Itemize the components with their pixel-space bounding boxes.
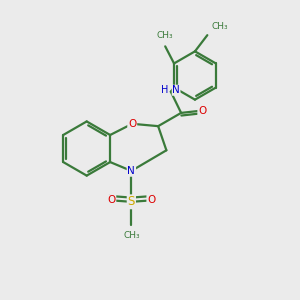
Text: H: H [160,85,168,95]
Text: O: O [147,195,155,205]
Text: O: O [128,119,136,129]
Text: CH₃: CH₃ [123,231,140,240]
Text: O: O [107,195,116,205]
Text: CH₃: CH₃ [157,31,173,40]
Text: N: N [128,166,135,176]
Text: CH₃: CH₃ [212,22,228,31]
Text: N: N [172,85,180,95]
Text: O: O [198,106,206,116]
Text: S: S [128,195,135,208]
